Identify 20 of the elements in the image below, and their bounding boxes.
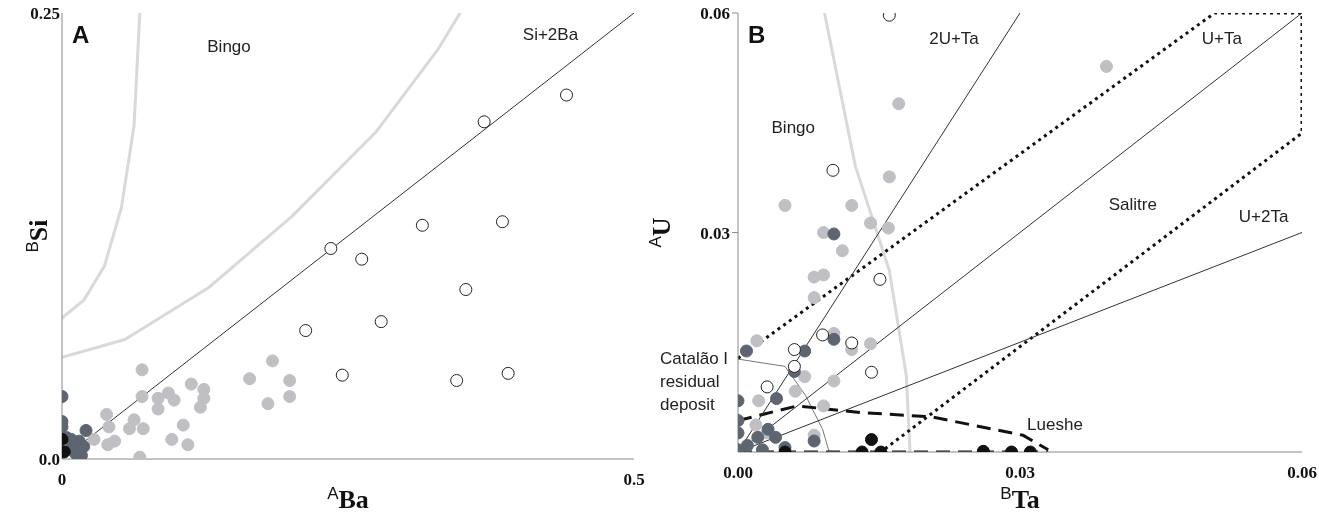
x-tick-label: 0.06 [1287, 463, 1317, 483]
annotation: U+2Ta [1238, 206, 1289, 226]
x-axis-title: $^{B}$Ta [1000, 483, 1040, 514]
x-tick-label: 0 [57, 470, 67, 490]
annotation: Bingo [207, 37, 251, 57]
y-tick-label: 0.0 [38, 450, 60, 470]
annotation: Si+2Ba [522, 24, 579, 44]
annotation: 2U+Ta [929, 28, 980, 48]
x-tick-label: 0.03 [1005, 463, 1035, 483]
annotation: Lueshe [1027, 414, 1083, 434]
annotation: Salitre [1108, 195, 1157, 215]
chart-title: B [748, 21, 766, 48]
annotation: U+Ta [1201, 28, 1243, 48]
x-tick-label: 0.5 [623, 470, 645, 490]
chart-title: A [72, 21, 90, 48]
x-tick-label: 0.00 [723, 463, 753, 483]
text: Catalão I residual deposit [660, 348, 730, 416]
annotation: Bingo [771, 117, 816, 137]
x-axis-title: $^{A}$Ba [327, 483, 369, 514]
y-tick-label: 0.25 [30, 4, 60, 24]
